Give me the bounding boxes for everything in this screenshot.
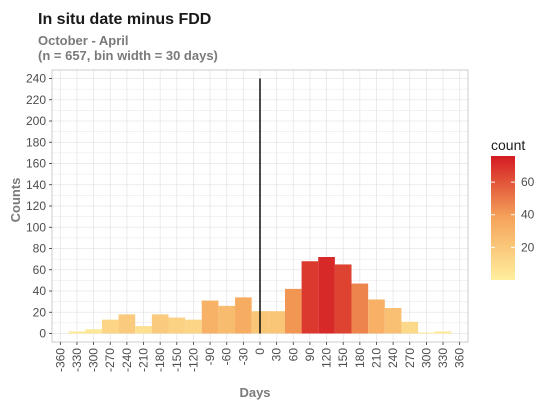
histogram-bar	[151, 314, 169, 334]
chart-subtitle-line1: October - April	[38, 33, 129, 48]
histogram-bars	[68, 257, 452, 334]
y-tick-label: 160	[26, 157, 46, 171]
x-tick-label: 90	[303, 348, 317, 362]
histogram-bar	[368, 299, 385, 334]
legend-tick-label: 20	[521, 240, 535, 254]
y-tick-label: 180	[26, 135, 46, 149]
y-tick-label: 240	[26, 72, 46, 86]
histogram-bar	[401, 321, 419, 334]
y-tick-label: 120	[26, 199, 46, 213]
y-tick-label: 220	[26, 93, 46, 107]
histogram-bar	[384, 308, 402, 334]
histogram-bar	[434, 331, 452, 334]
histogram-bar	[351, 283, 369, 334]
histogram-bar	[235, 297, 252, 334]
x-tick-label: 300	[419, 348, 433, 368]
histogram-bar	[168, 317, 186, 334]
legend-ticks: 20 40 60	[491, 175, 535, 254]
x-tick-label: 360	[453, 348, 467, 368]
y-tick-label: 0	[39, 327, 46, 341]
y-tick-label: 40	[33, 284, 47, 298]
histogram-bar	[301, 261, 319, 334]
histogram-bar	[201, 300, 219, 334]
y-tick-label: 100	[26, 220, 46, 234]
histogram-bar	[334, 264, 352, 334]
x-tick-label: 270	[403, 348, 417, 368]
histogram-bar	[135, 326, 152, 334]
x-tick-label: -210	[137, 348, 151, 372]
y-axis-title: Counts	[8, 178, 23, 223]
x-tick-label: 240	[386, 348, 400, 368]
y-tick-label: 60	[33, 263, 47, 277]
y-tick-label: 80	[33, 242, 47, 256]
x-tick-label: -120	[186, 348, 200, 372]
histogram-bar	[418, 332, 435, 334]
x-tick-label: -60	[220, 348, 234, 366]
histogram-bar	[101, 319, 119, 334]
color-legend: count 20 40 60	[491, 137, 535, 280]
histogram-bar	[68, 331, 86, 334]
x-tick-label: -30	[236, 348, 250, 366]
legend-tick-label: 60	[521, 175, 535, 189]
histogram-bar	[185, 319, 202, 334]
chart-subtitle-line2: (n = 657, bin width = 30 days)	[38, 48, 218, 63]
x-tick-label: 330	[436, 348, 450, 368]
y-tick-label: 20	[33, 305, 47, 319]
x-axis-ticks: -360 -330 -300 -270 -240 -210 -180 -150 -120 -90-…	[53, 342, 467, 372]
legend-title: count	[491, 137, 525, 153]
x-tick-label: -180	[153, 348, 167, 372]
x-tick-label: 180	[353, 348, 367, 368]
x-tick-label: 210	[369, 348, 383, 368]
histogram-bar	[268, 311, 285, 334]
x-tick-label: -90	[203, 348, 217, 366]
y-axis-ticks: 0 20 40 60 80 100 120 140 160 180 200 220 240	[26, 72, 52, 341]
x-tick-label: 60	[286, 348, 300, 362]
x-tick-label: -270	[103, 348, 117, 372]
x-tick-label: -330	[70, 348, 84, 372]
x-tick-label: 30	[270, 348, 284, 362]
x-tick-label: -360	[53, 348, 67, 372]
legend-color-bar	[491, 156, 515, 280]
x-tick-label: -150	[170, 348, 184, 372]
x-tick-label: -240	[120, 348, 134, 372]
y-tick-label: 140	[26, 178, 46, 192]
histogram-bar	[85, 329, 102, 334]
x-tick-label: 120	[320, 348, 334, 368]
chart-title: In situ date minus FDD	[38, 11, 211, 28]
histogram-bar	[318, 257, 335, 334]
histogram-bar	[118, 314, 136, 334]
x-tick-label: 0	[253, 348, 267, 355]
legend-tick-label: 40	[521, 208, 535, 222]
y-tick-label: 200	[26, 114, 46, 128]
x-axis-title: Days	[239, 385, 270, 400]
x-tick-label: -300	[87, 348, 101, 372]
histogram-bar	[218, 305, 236, 334]
x-tick-label: 150	[336, 348, 350, 368]
histogram-bar	[284, 288, 302, 334]
